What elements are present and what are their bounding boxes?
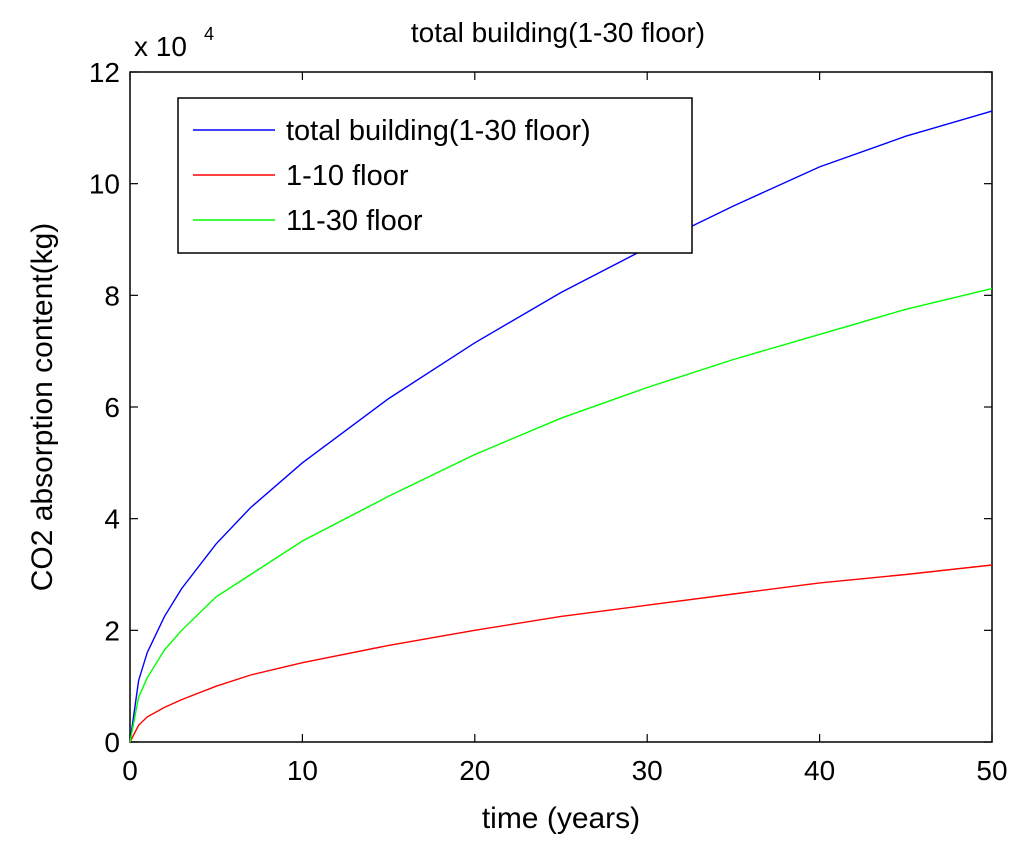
series-line-2 — [129, 564, 993, 743]
y-tick-label: 12 — [89, 57, 120, 88]
x-tick-label: 20 — [459, 755, 490, 786]
y-axis-scale-label: x 10 4 — [134, 24, 214, 62]
legend: total building(1-30 floor) 1-10 floor 11-3… — [177, 97, 693, 254]
x-tick-label: 40 — [804, 755, 835, 786]
legend-label-2: 1-10 floor — [286, 160, 409, 192]
y-axis-label: CO2 absorption content(kg) — [26, 223, 59, 592]
series-lines — [129, 110, 993, 743]
legend-label-1: total building(1-30 floor) — [286, 115, 591, 147]
axis-ticks: 0 10 20 30 40 50 0 2 4 6 8 10 12 — [89, 57, 1008, 786]
x-tick-label: 0 — [122, 755, 138, 786]
y-scale-exponent: 4 — [204, 24, 214, 44]
y-tick-label: 0 — [104, 727, 120, 758]
x-tick-label: 50 — [976, 755, 1007, 786]
x-axis-label: time (years) — [482, 802, 640, 835]
y-tick-label: 4 — [104, 504, 120, 535]
y-tick-label: 10 — [89, 169, 120, 200]
chart-title: total building(1-30 floor) — [411, 17, 705, 48]
series-line-1 — [129, 110, 993, 743]
series-line-3 — [129, 287, 993, 743]
x-tick-label: 10 — [287, 755, 318, 786]
y-tick-label: 2 — [104, 615, 120, 646]
y-tick-label: 8 — [104, 280, 120, 311]
y-scale-base: x 10 — [134, 31, 187, 62]
legend-label-3: 11-30 floor — [286, 205, 423, 237]
x-tick-label: 30 — [632, 755, 663, 786]
y-tick-label: 6 — [104, 392, 120, 423]
